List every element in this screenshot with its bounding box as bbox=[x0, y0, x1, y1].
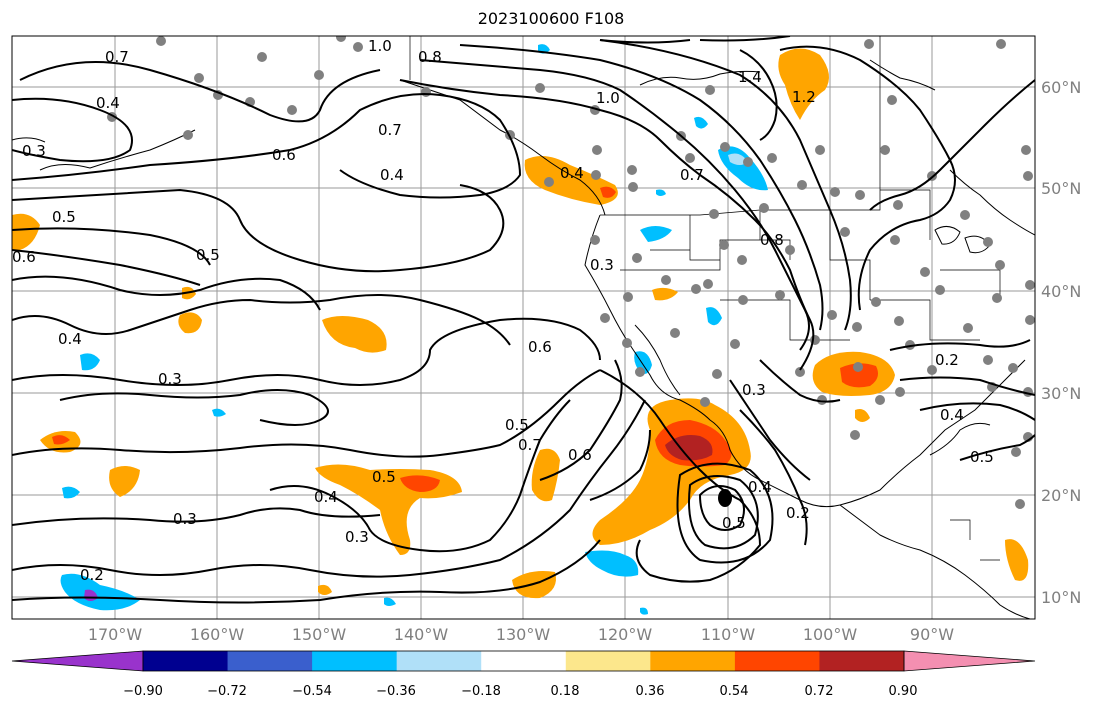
contour-label: 0.4 bbox=[380, 166, 404, 184]
contour-label: 0.8 bbox=[418, 48, 442, 66]
colorbar bbox=[11, 650, 1036, 672]
contour-label: 0.8 bbox=[760, 231, 784, 249]
lon-label: 150°W bbox=[292, 625, 347, 644]
colorbar-segment bbox=[650, 651, 736, 671]
lon-label: 140°W bbox=[394, 625, 449, 644]
state-borders bbox=[409, 36, 1001, 561]
map-title: 2023100600 F108 bbox=[477, 9, 625, 28]
colorbar-segment bbox=[481, 651, 567, 671]
lat-label: 20°N bbox=[1041, 486, 1081, 505]
contour-label: 0.3 bbox=[22, 142, 46, 160]
contour-label: 0.4 bbox=[58, 330, 82, 348]
contour-label: 0.2 bbox=[935, 351, 959, 369]
colorbar-segment bbox=[734, 651, 820, 671]
lon-label: 110°W bbox=[701, 625, 756, 644]
contour-labels: 0.7 1.0 0.8 1.4 1.2 1.0 0.4 0.7 0.6 0.4 … bbox=[12, 37, 994, 584]
contour-label: 0.6 bbox=[568, 446, 592, 464]
lon-label: 130°W bbox=[496, 625, 551, 644]
contour-label: 0.4 bbox=[314, 488, 338, 506]
lon-label: 90°W bbox=[910, 625, 954, 644]
contour-label: 0.7 bbox=[518, 436, 542, 454]
contour-label: 0.3 bbox=[742, 381, 766, 399]
contour-label: 0.2 bbox=[80, 566, 104, 584]
colorbar-border bbox=[142, 650, 905, 672]
contour-label: 0.5 bbox=[505, 416, 529, 434]
contour-label: 0.7 bbox=[105, 48, 129, 66]
lat-label: 40°N bbox=[1041, 282, 1081, 301]
colorbar-segment bbox=[227, 651, 313, 671]
contour-label: 0.3 bbox=[590, 256, 614, 274]
colorbar-tick: 0.36 bbox=[636, 684, 665, 699]
contour-label: 0.3 bbox=[173, 510, 197, 528]
contour-label: 0.5 bbox=[52, 208, 76, 226]
lat-label: 30°N bbox=[1041, 384, 1081, 403]
contour-label: 1.4 bbox=[738, 68, 762, 86]
contour-label: 0.7 bbox=[378, 121, 402, 139]
contour-label: 0.6 bbox=[528, 338, 552, 356]
lat-label: 10°N bbox=[1041, 588, 1081, 607]
colorbar-segment bbox=[565, 651, 651, 671]
lat-label: 60°N bbox=[1041, 78, 1081, 97]
colorbar-max-arrow bbox=[903, 650, 1036, 672]
contour-label: 0.5 bbox=[196, 246, 220, 264]
anomaly-shading bbox=[12, 44, 1029, 615]
map-canvas: 0.7 1.0 0.8 1.4 1.2 1.0 0.4 0.7 0.6 0.4 … bbox=[12, 36, 1035, 619]
contour-label: 0.7 bbox=[680, 166, 704, 184]
contour-label: 0.3 bbox=[345, 528, 369, 546]
colorbar-tick: −0.18 bbox=[461, 684, 501, 699]
colorbar-tick: −0.36 bbox=[376, 684, 416, 699]
colorbar-segment bbox=[396, 651, 482, 671]
colorbar-segment bbox=[819, 651, 905, 671]
contour-label: 0.4 bbox=[940, 406, 964, 424]
colorbar-segment bbox=[312, 651, 398, 671]
contour-label: 0.5 bbox=[722, 514, 746, 532]
lon-label: 120°W bbox=[598, 625, 653, 644]
contour-label: 0.4 bbox=[748, 478, 772, 496]
colorbar-tick: 0.72 bbox=[805, 684, 834, 699]
colorbar-tick: −0.72 bbox=[207, 684, 247, 699]
colorbar-tick: −0.90 bbox=[123, 684, 163, 699]
contour-label: 0.6 bbox=[12, 248, 36, 266]
lon-label: 170°W bbox=[88, 625, 143, 644]
colorbar-tick: 0.54 bbox=[720, 684, 749, 699]
lon-label: 100°W bbox=[803, 625, 858, 644]
contour-label: 0.2 bbox=[786, 504, 810, 522]
colorbar-min-arrow bbox=[11, 650, 144, 672]
contour-label: 0.4 bbox=[560, 164, 584, 182]
contour-label: 1.0 bbox=[368, 37, 392, 55]
colorbar-tick: −0.54 bbox=[292, 684, 332, 699]
map-frame bbox=[11, 35, 1036, 620]
low-center-marker bbox=[718, 489, 732, 507]
contour-label: 0.5 bbox=[970, 448, 994, 466]
lon-label: 160°W bbox=[190, 625, 245, 644]
contour-lines bbox=[12, 36, 1035, 604]
colorbar-tick: 0.90 bbox=[889, 684, 918, 699]
contour-label: 0.3 bbox=[158, 370, 182, 388]
colorbar-segment bbox=[143, 651, 229, 671]
colorbar-tick: 0.18 bbox=[551, 684, 580, 699]
colorbar-ticks: −0.90 −0.72 −0.54 −0.36 −0.18 0.18 0.36 … bbox=[123, 684, 917, 699]
contour-label: 0.6 bbox=[272, 146, 296, 164]
contour-label: 0.4 bbox=[96, 94, 120, 112]
contour-label: 0.5 bbox=[372, 468, 396, 486]
contour-label: 1.2 bbox=[792, 88, 816, 106]
longitude-labels: 170°W 160°W 150°W 140°W 130°W 120°W 110°… bbox=[88, 625, 954, 644]
contour-label: 1.0 bbox=[596, 89, 620, 107]
lat-label: 50°N bbox=[1041, 179, 1081, 198]
latitude-labels: 60°N 50°N 40°N 30°N 20°N 10°N bbox=[1041, 78, 1081, 607]
